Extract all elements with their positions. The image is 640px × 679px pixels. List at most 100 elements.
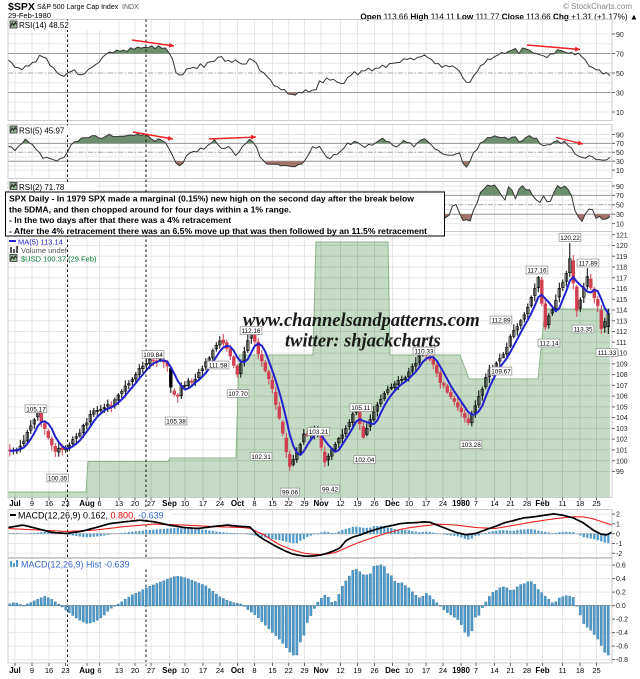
- svg-text:110.33: 110.33: [414, 349, 434, 356]
- svg-text:22: 22: [285, 499, 293, 508]
- svg-text:Oct: Oct: [231, 499, 245, 508]
- svg-text:10: 10: [616, 110, 624, 117]
- svg-text:16: 16: [45, 499, 53, 508]
- svg-text:23: 23: [61, 666, 69, 675]
- svg-text:120: 120: [616, 243, 628, 250]
- svg-text:112.89: 112.89: [491, 318, 511, 325]
- svg-text:$USD 100.37 (29 Feb): $USD 100.37 (29 Feb): [21, 255, 97, 264]
- svg-text:100: 100: [616, 458, 628, 465]
- svg-text:121: 121: [616, 232, 628, 239]
- svg-text:105.38: 105.38: [166, 419, 186, 426]
- svg-text:90: 90: [616, 32, 624, 39]
- svg-text:RSI(5) 45.97: RSI(5) 45.97: [19, 127, 65, 136]
- svg-text:105.11: 105.11: [351, 405, 371, 412]
- svg-text:114: 114: [616, 308, 627, 315]
- svg-text:Volume undef: Volume undef: [21, 246, 68, 255]
- svg-text:RSI(14) 48.52: RSI(14) 48.52: [19, 21, 69, 30]
- svg-text:113.35: 113.35: [573, 327, 593, 334]
- svg-text:Nov: Nov: [313, 499, 329, 508]
- svg-text:28: 28: [523, 666, 531, 675]
- svg-text:26: 26: [370, 499, 378, 508]
- svg-text:6: 6: [97, 666, 101, 675]
- svg-text:10: 10: [181, 499, 189, 508]
- svg-text:RSI(2) 71.78: RSI(2) 71.78: [19, 183, 65, 192]
- svg-text:Aug: Aug: [79, 666, 95, 675]
- svg-text:27: 27: [147, 666, 155, 675]
- svg-text:116: 116: [616, 286, 627, 293]
- svg-text:112.14: 112.14: [539, 341, 559, 348]
- svg-text:MA(5) 113.14: MA(5) 113.14: [18, 238, 63, 247]
- svg-text:113: 113: [616, 318, 627, 325]
- svg-text:20: 20: [131, 666, 139, 675]
- svg-text:- After the 4% retracement the: - After the 4% retracement there was an …: [9, 226, 427, 236]
- svg-text:14: 14: [490, 499, 498, 508]
- svg-text:24: 24: [439, 666, 447, 675]
- svg-text:22: 22: [285, 666, 293, 675]
- svg-text:Dec: Dec: [385, 666, 400, 675]
- svg-text:Feb: Feb: [535, 666, 549, 675]
- svg-text:101: 101: [616, 448, 628, 455]
- svg-text:Dec: Dec: [385, 499, 400, 508]
- svg-text:108: 108: [616, 372, 628, 379]
- svg-text:www.channelsandpatterns.com: www.channelsandpatterns.com: [243, 311, 480, 331]
- svg-text:99.06: 99.06: [282, 490, 298, 497]
- svg-text:112.16: 112.16: [241, 328, 261, 335]
- svg-text:50: 50: [616, 71, 624, 78]
- svg-text:70: 70: [616, 193, 624, 200]
- svg-text:25: 25: [592, 499, 600, 508]
- svg-text:11: 11: [559, 666, 567, 675]
- svg-text:111.33: 111.33: [598, 350, 617, 357]
- svg-text:15: 15: [268, 666, 276, 675]
- svg-text:6: 6: [97, 499, 101, 508]
- svg-text:102.04: 102.04: [355, 457, 375, 464]
- svg-text:9: 9: [30, 499, 34, 508]
- svg-text:19: 19: [353, 666, 361, 675]
- svg-text:12: 12: [336, 499, 344, 508]
- svg-text:18: 18: [576, 666, 584, 675]
- svg-text:25: 25: [592, 666, 600, 675]
- svg-text:7: 7: [474, 499, 478, 508]
- svg-text:21: 21: [506, 499, 514, 508]
- svg-text:0.6: 0.6: [616, 563, 626, 570]
- svg-text:70: 70: [616, 51, 624, 58]
- svg-text:7: 7: [474, 666, 478, 675]
- svg-text:13: 13: [115, 499, 123, 508]
- svg-text:Nov: Nov: [313, 666, 329, 675]
- svg-text:15: 15: [268, 499, 276, 508]
- svg-text:115: 115: [616, 297, 627, 304]
- svg-text:29: 29: [300, 666, 308, 675]
- svg-text:1980: 1980: [452, 499, 470, 508]
- svg-text:109: 109: [616, 361, 628, 368]
- svg-text:10: 10: [405, 666, 413, 675]
- svg-text:99.42: 99.42: [322, 487, 338, 494]
- svg-text:0.4: 0.4: [616, 576, 626, 583]
- svg-text:© StockCharts.com: © StockCharts.com: [563, 2, 632, 11]
- svg-text:103.21: 103.21: [309, 429, 329, 436]
- svg-text:Aug: Aug: [79, 499, 95, 508]
- svg-text:Open 113.66 High 114.11 Low: Open 113.66 High 114.11 Low 111.77 Close…: [360, 13, 638, 22]
- svg-text:12: 12: [336, 666, 344, 675]
- svg-text:104: 104: [616, 415, 628, 422]
- svg-text:28: 28: [523, 499, 531, 508]
- svg-text:Jul: Jul: [9, 499, 21, 508]
- svg-text:1: 1: [616, 522, 620, 529]
- svg-text:$SPX: $SPX: [8, 1, 35, 13]
- svg-text:30: 30: [616, 90, 624, 97]
- svg-text:105: 105: [616, 405, 628, 412]
- svg-text:18: 18: [576, 499, 584, 508]
- svg-text:110: 110: [616, 351, 627, 358]
- svg-text:-1: -1: [616, 541, 622, 548]
- svg-text:117.16: 117.16: [527, 268, 547, 275]
- svg-text:10: 10: [181, 666, 189, 675]
- svg-text:14: 14: [490, 666, 498, 675]
- svg-text:29: 29: [300, 499, 308, 508]
- svg-text:117: 117: [616, 275, 627, 282]
- svg-text:106: 106: [616, 394, 628, 401]
- svg-text:-0.4: -0.4: [616, 630, 628, 637]
- svg-text:Jul: Jul: [9, 666, 21, 675]
- svg-text:Oct: Oct: [231, 666, 245, 675]
- svg-text:S&P 500 Large Cap Index: S&P 500 Large Cap Index: [37, 4, 119, 11]
- svg-text:24: 24: [439, 499, 447, 508]
- svg-text:INDX: INDX: [122, 4, 139, 11]
- svg-text:50: 50: [616, 150, 624, 157]
